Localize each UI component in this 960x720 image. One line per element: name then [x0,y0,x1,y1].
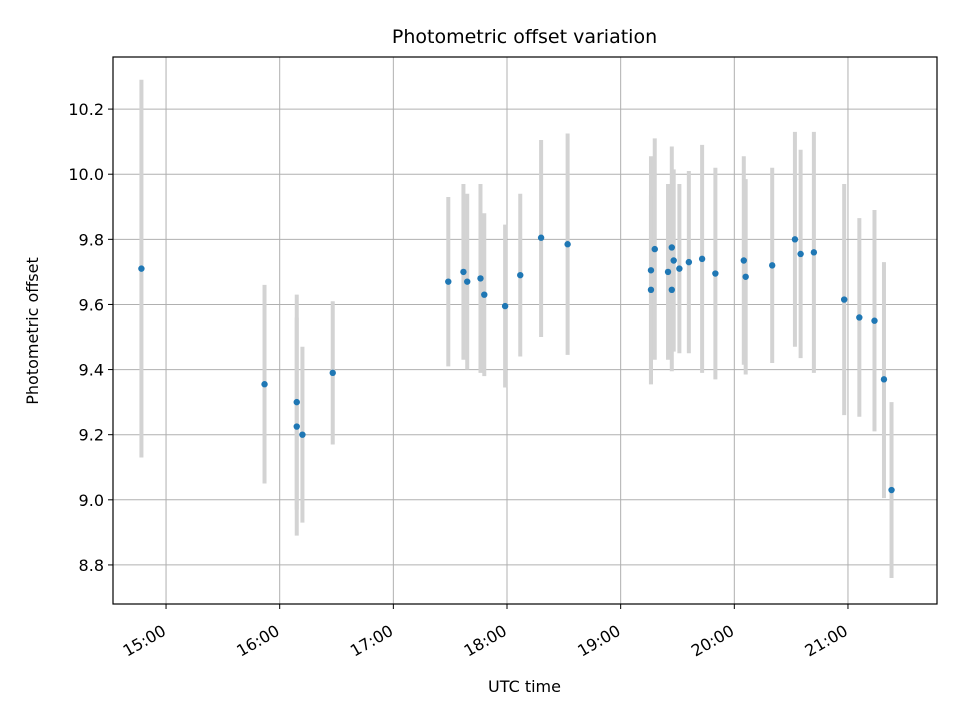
x-tick-label: 19:00 [574,621,623,661]
plot-frame [112,56,938,605]
data-point [537,234,545,241]
y-tick-label: 9.6 [79,295,104,314]
data-point [698,255,706,263]
y-tick-label: 9.8 [79,230,104,249]
data-point [517,271,524,279]
data-point [647,267,655,274]
chart-title: Photometric offset variation [392,26,657,48]
data-point [888,486,895,494]
x-axis-label: UTC time [488,677,561,696]
x-tick-label: 15:00 [120,621,169,661]
x-tick-label: 18:00 [461,621,510,661]
data-point [880,376,888,383]
data-point [460,268,467,276]
data-points [138,234,895,494]
data-point [261,381,268,388]
y-tick-label: 8.8 [79,556,104,575]
data-point [481,291,488,298]
data-point [769,262,776,269]
data-point [712,270,719,277]
data-point [564,241,571,248]
y-axis: 8.8 9.0 9.2 9.4 9.6 9.8 10.0 10.2 [68,100,113,575]
x-tick-label: 20:00 [688,621,737,661]
data-point [797,250,804,258]
data-point [445,278,452,285]
data-point [464,278,471,285]
data-point [664,268,672,276]
data-point [670,257,677,264]
x-tick-label: 21:00 [802,621,851,661]
data-point [791,236,799,243]
y-tick-label: 9.4 [79,361,104,380]
data-point [501,302,509,310]
y-axis-label: Photometric offset [23,257,42,405]
x-tick-label: 17:00 [347,621,396,661]
y-tick-label: 10.0 [68,165,104,184]
data-point [840,296,848,303]
data-point [871,317,878,324]
data-point [477,275,484,282]
y-tick-label: 9.2 [79,426,104,445]
data-point [676,265,683,272]
y-tick-label: 9.0 [79,491,104,510]
y-tick-label: 10.2 [68,100,104,119]
data-point [651,245,658,253]
x-axis: 15:00 16:00 17:00 18:00 19:00 20:00 21:00 [120,604,851,661]
data-point [329,369,336,377]
data-point [293,398,300,406]
data-point [856,314,863,321]
data-point [138,265,145,272]
error-bars [139,79,894,578]
data-point [293,423,300,430]
data-point [685,258,693,266]
data-point [668,244,676,251]
data-point [647,286,655,294]
data-point [740,257,747,264]
data-point [299,431,306,438]
data-point [742,273,749,280]
data-point [668,286,676,294]
data-point [810,249,818,256]
x-tick-label: 16:00 [233,621,282,661]
